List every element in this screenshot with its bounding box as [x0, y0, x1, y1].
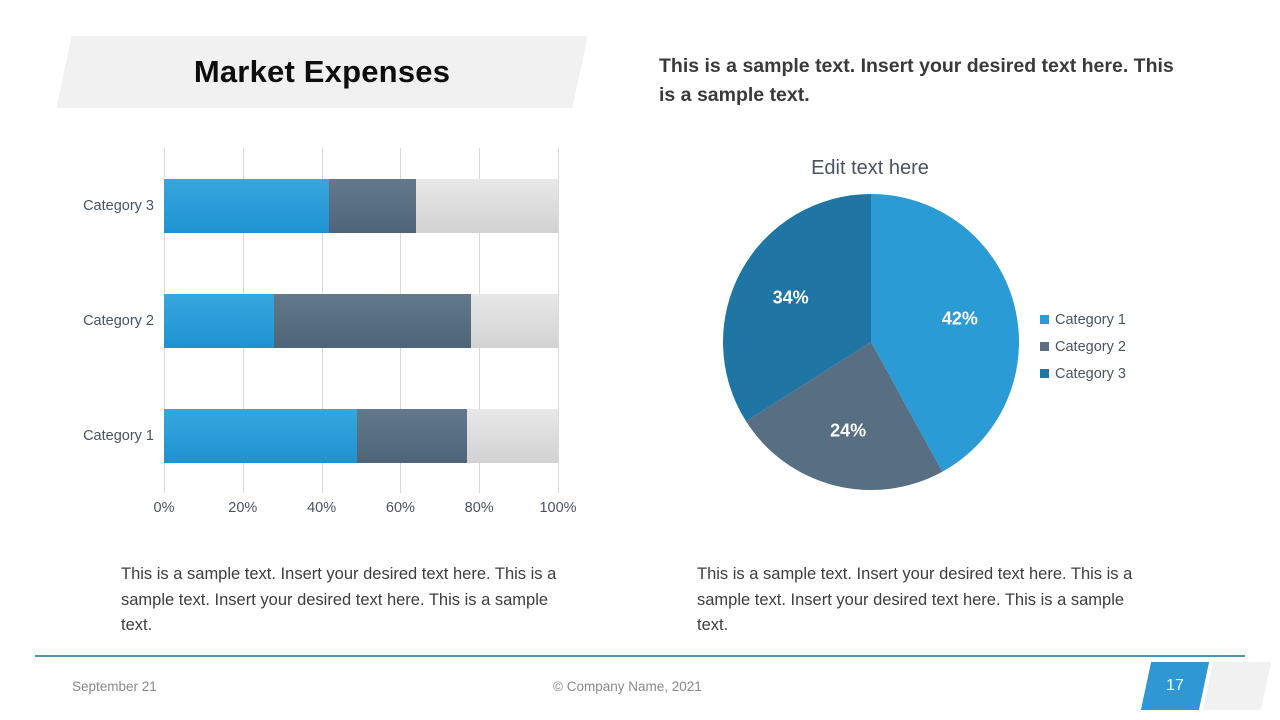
bar-chart-bar [164, 178, 558, 233]
pie-legend-swatch [1040, 315, 1049, 324]
bar-segment-series-2 [329, 178, 417, 233]
pie-chart-legend: Category 1 Category 2 Category 3 [1040, 306, 1190, 387]
bar-segment-series-2 [357, 408, 468, 463]
bar-chart-plot-area [164, 148, 559, 493]
pie-legend-item: Category 2 [1040, 333, 1190, 360]
bar-chart-x-tick: 40% [307, 500, 337, 516]
pie-legend-swatch [1040, 342, 1049, 351]
pie-legend-label: Category 2 [1055, 338, 1126, 355]
pie-slice-value-label: 42% [941, 308, 978, 329]
intro-paragraph: This is a sample text. Insert your desir… [659, 55, 1174, 106]
bar-segment-series-3 [416, 178, 558, 233]
bar-chart-category-label: Category 1 [83, 427, 154, 444]
bar-chart: Category 1 Category 2 Category 3 0% 20% 40% 6… [60, 148, 580, 528]
bar-chart-x-tick: 60% [385, 500, 415, 516]
pie-legend-item: Category 1 [1040, 306, 1190, 333]
pie-slice-value-label: 24% [830, 420, 867, 441]
pie-slice [723, 194, 871, 422]
pie-slice [871, 194, 1019, 472]
bar-chart-x-tick: 0% [153, 500, 175, 516]
page-number: 17 [1166, 677, 1184, 694]
pie-legend-item: Category 3 [1040, 360, 1190, 387]
body-paragraph-left: This is a sample text. Insert your desir… [121, 565, 557, 634]
pie-chart: 42% 24% 34% [723, 194, 1019, 490]
bar-segment-series-1 [164, 408, 358, 463]
pie-chart-graphic [723, 194, 1019, 490]
footer-divider [35, 655, 1245, 657]
pie-chart-title: Edit text here [811, 157, 929, 179]
bar-segment-series-3 [467, 408, 558, 463]
bar-segment-series-1 [164, 293, 275, 348]
bar-chart-x-tick: 20% [228, 500, 258, 516]
bar-chart-category-label: Category 3 [83, 197, 154, 214]
bar-segment-series-3 [471, 293, 558, 348]
bar-chart-gridline [558, 148, 559, 493]
pie-slice [746, 342, 943, 490]
bar-chart-x-tick: 80% [464, 500, 494, 516]
body-paragraph-right: This is a sample text. Insert your desir… [697, 565, 1133, 634]
bar-segment-series-2 [274, 293, 472, 348]
bar-segment-series-1 [164, 178, 330, 233]
bar-chart-x-axis: 0% 20% 40% 60% 80% 100% [154, 500, 577, 522]
bar-chart-x-tick: 100% [539, 500, 577, 516]
footer-copyright: © Company Name, 2021 [553, 679, 702, 694]
page-title: Market Expenses [193, 54, 451, 89]
bar-chart-bar [164, 293, 558, 348]
pie-legend-label: Category 3 [1055, 365, 1126, 382]
footer-date: September 21 [72, 679, 157, 694]
page-badge-backdrop [1202, 662, 1272, 710]
pie-slice-value-label: 34% [772, 287, 809, 308]
bar-chart-bar [164, 408, 558, 463]
bar-chart-category-label: Category 2 [83, 312, 154, 329]
pie-legend-swatch [1040, 369, 1049, 378]
pie-legend-label: Category 1 [1055, 311, 1126, 328]
